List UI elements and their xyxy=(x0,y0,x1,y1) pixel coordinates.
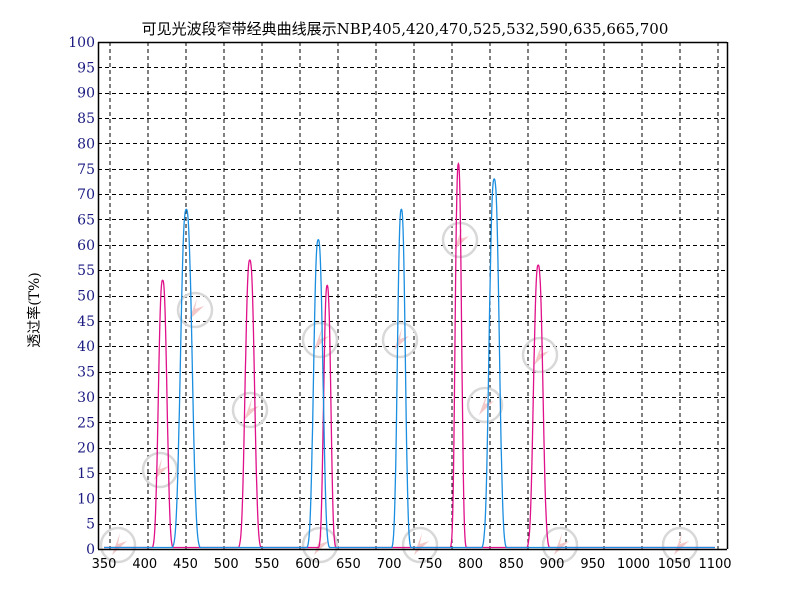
y-tick-label: 35 xyxy=(77,365,95,381)
watermark-logo-icon xyxy=(661,526,699,564)
y-tick-label: 0 xyxy=(86,542,95,558)
x-tick-label: 1050 xyxy=(658,557,691,572)
watermark-bolt-icon xyxy=(454,228,469,250)
watermark-logo-icon xyxy=(381,321,419,359)
watermark-logo-icon xyxy=(301,321,339,359)
watermark-logo-icon xyxy=(466,386,504,424)
x-tick-label: 750 xyxy=(417,557,442,572)
y-tick-label: 5 xyxy=(86,517,95,533)
y-tick-label: 80 xyxy=(77,136,95,152)
watermark-logo-icon xyxy=(176,291,214,329)
watermark-bolt-icon xyxy=(314,328,329,350)
y-tick-label: 10 xyxy=(77,491,95,507)
y-tick-label: 15 xyxy=(77,466,95,482)
watermark-bolt-icon xyxy=(189,298,204,320)
chart-title: 可见光波段窄带经典曲线展示NBP,405,420,470,525,532,590… xyxy=(141,20,669,38)
x-tick-label: 850 xyxy=(499,557,524,572)
x-tick-label: 1000 xyxy=(617,557,650,572)
x-tick-label: 450 xyxy=(173,557,198,572)
y-tick-label: 65 xyxy=(77,212,95,228)
watermark-logo-icon xyxy=(231,391,269,429)
y-tick-label: 70 xyxy=(77,187,95,203)
curve-blue xyxy=(104,178,715,549)
watermark-bolt-icon xyxy=(534,343,549,365)
watermark-bolt-icon xyxy=(414,533,429,555)
x-tick-label: 900 xyxy=(540,557,565,572)
watermark-logo-icon xyxy=(301,526,339,564)
y-tick-label: 75 xyxy=(77,162,95,178)
watermark-bolt-icon xyxy=(154,458,169,480)
y-tick-label: 50 xyxy=(77,289,95,305)
y-tick-label: 95 xyxy=(77,60,95,76)
watermark-bolt-icon xyxy=(479,393,494,415)
x-tick-label: 600 xyxy=(295,557,320,572)
watermark-logo-icon xyxy=(99,526,137,564)
watermark-logo-icon xyxy=(401,526,439,564)
x-tick-label: 700 xyxy=(377,557,402,572)
y-tick-label: 55 xyxy=(77,263,95,279)
y-tick-label: 40 xyxy=(77,339,95,355)
y-tick-label: 90 xyxy=(77,86,95,102)
y-tick-label: 45 xyxy=(77,314,95,330)
y-tick-label: 25 xyxy=(77,415,95,431)
watermark-bolt-icon xyxy=(674,533,689,555)
x-tick-label: 400 xyxy=(132,557,157,572)
x-tick-label: 650 xyxy=(336,557,361,572)
y-tick-label: 60 xyxy=(77,238,95,254)
y-tick-label: 20 xyxy=(77,441,95,457)
watermark-logo-icon xyxy=(141,451,179,489)
x-tick-label: 350 xyxy=(92,557,117,572)
watermark-bolt-icon xyxy=(112,533,127,555)
x-tick-label: 950 xyxy=(580,557,605,572)
watermark-bolt-icon xyxy=(314,533,329,555)
x-tick-label: 1100 xyxy=(698,557,731,572)
watermark-logo-icon xyxy=(521,336,559,374)
x-tick-label: 800 xyxy=(458,557,483,572)
watermark-logo-icon xyxy=(541,526,579,564)
x-tick-label: 500 xyxy=(214,557,239,572)
x-tick-label: 550 xyxy=(255,557,280,572)
watermark-bolt-icon xyxy=(244,398,259,420)
y-tick-label: 100 xyxy=(68,35,95,51)
y-tick-label: 85 xyxy=(77,111,95,127)
y-tick-label: 30 xyxy=(77,390,95,406)
watermark-bolt-icon xyxy=(554,533,569,555)
